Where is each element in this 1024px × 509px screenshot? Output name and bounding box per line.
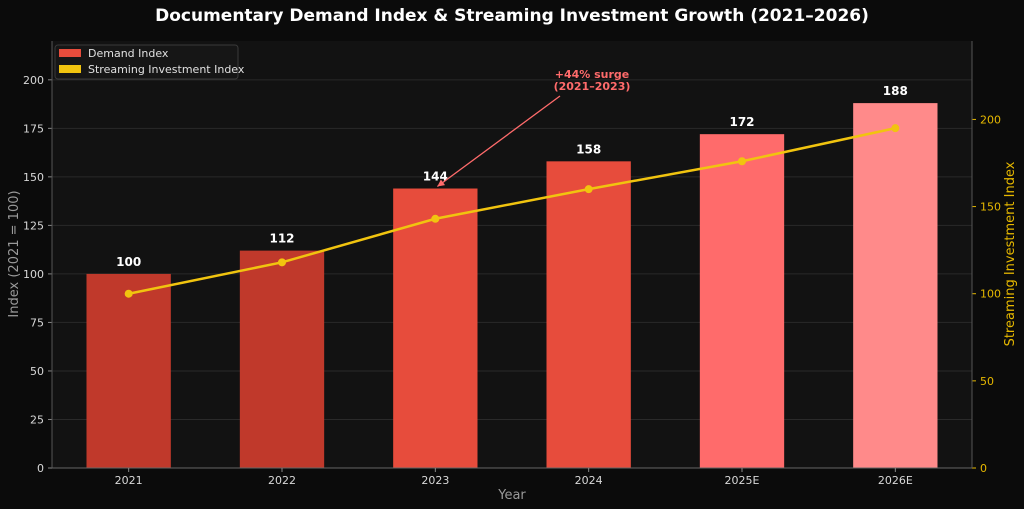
investment-point-2022 (278, 258, 286, 267)
y-axis-label: Index (2021 = 100) (7, 190, 22, 317)
investment-point-2025E (738, 157, 746, 166)
y-tick-label: 200 (23, 74, 44, 87)
bars (86, 103, 938, 468)
plot-area (52, 41, 972, 468)
x-tick-label: 2023 (421, 474, 449, 487)
chart-title: Documentary Demand Index & Streaming Inv… (155, 6, 869, 26)
y2-tick-label: 200 (980, 113, 1001, 126)
legend-label-demand: Demand Index (88, 47, 169, 60)
y2-tick-label: 100 (980, 288, 1001, 301)
bar-value-label: 158 (576, 142, 601, 156)
investment-line (124, 124, 900, 298)
y2-tick-label: 50 (980, 375, 994, 388)
bar-2023 (393, 188, 478, 468)
investment-point-2026E (891, 124, 900, 133)
x-tick-label: 2022 (268, 474, 296, 487)
annotation-arrowhead (437, 179, 446, 187)
y2-tick-label: 0 (980, 462, 987, 475)
y-tick-label: 25 (30, 413, 44, 426)
y-tick-label: 50 (30, 365, 44, 378)
bar-value-label: 100 (116, 255, 141, 269)
bar-value-label: 112 (269, 232, 294, 246)
investment-point-2024 (584, 185, 593, 194)
y-tick-label: 150 (23, 171, 44, 184)
legend: Demand Index Streaming Investment Index (54, 44, 245, 80)
axes: 0 25 50 75 100 125 150 175 200 0 50 100 150 200 2021 20… (23, 41, 1001, 487)
annotation-arrow (436, 95, 561, 188)
y2-tick-label: 150 (980, 201, 1001, 214)
bar-2026E (853, 103, 938, 468)
y-tick-label: 125 (23, 219, 44, 232)
legend-label-investment: Streaming Investment Index (88, 63, 245, 76)
bar-2022 (239, 250, 325, 468)
investment-point-2023 (431, 214, 440, 223)
bar-2024 (546, 161, 631, 468)
bar-2025E (699, 134, 785, 468)
bar-labels: 100 112 144 158 172 188 (116, 84, 908, 269)
annotation-line-1: +44% surge (555, 68, 630, 81)
x-tick-label: 2024 (575, 474, 603, 487)
investment-point-2021 (124, 289, 133, 298)
investment-line-path (128, 126, 896, 295)
x-tick-label: 2021 (115, 474, 143, 487)
y-tick-label: 175 (23, 122, 44, 135)
legend-swatch-demand (59, 49, 81, 57)
x-tick-label: 2026E (878, 474, 913, 487)
bar-value-label: 144 (423, 170, 448, 184)
x-tick-label: 2025E (725, 474, 760, 487)
annotation: +44% surge (2021–2023) (436, 68, 631, 188)
annotation-line-2: (2021–2023) (554, 80, 631, 93)
y2-axis-label: Streaming Investment Index (1003, 161, 1018, 346)
bar-value-label: 172 (729, 115, 754, 129)
bar-2021 (86, 273, 171, 468)
y-tick-label: 100 (23, 268, 44, 281)
y-tick-label: 0 (37, 462, 44, 475)
y-tick-label: 75 (30, 316, 44, 329)
legend-box (54, 44, 239, 80)
x-axis-label: Year (497, 488, 526, 503)
legend-swatch-investment (59, 65, 81, 73)
bar-value-label: 188 (883, 84, 908, 98)
